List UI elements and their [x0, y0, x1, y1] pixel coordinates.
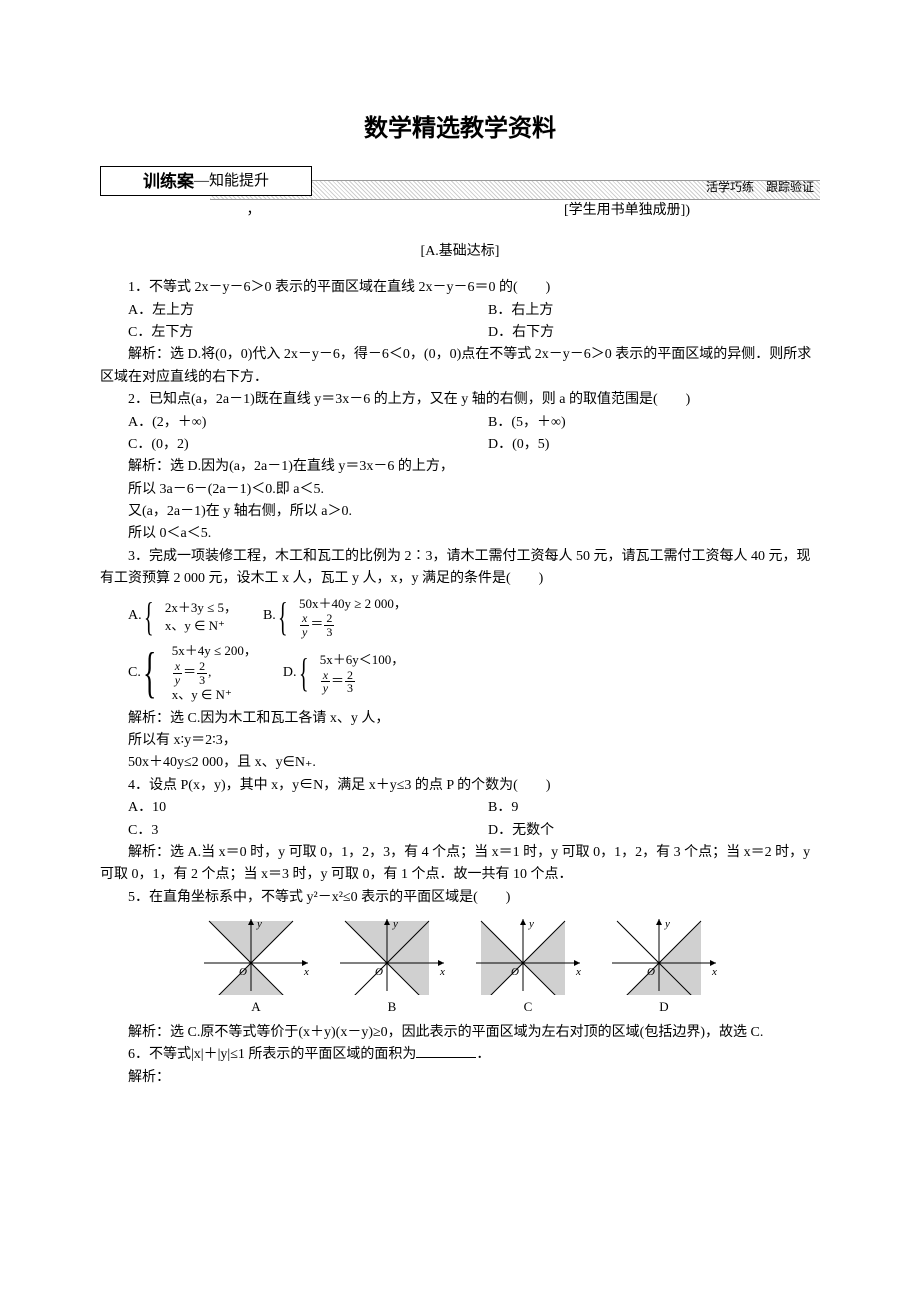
q1-options-row2: C．左下方 D．右下方	[100, 322, 820, 344]
banner-right: 活学巧练 跟踪验证	[706, 178, 814, 197]
q3-opts-row2: C. { 5x＋4y ≤ 200，xy＝23,x、y ∈ N⁺ D. { 5x＋…	[100, 642, 820, 703]
svg-text:x: x	[439, 966, 445, 978]
q5-diagram-a: y x O	[196, 915, 316, 995]
svg-text:O: O	[239, 966, 247, 978]
q5-label-d: D	[604, 997, 724, 1018]
q2-opt-a: A．(2，＋∞)	[100, 412, 460, 434]
svg-text:x: x	[303, 966, 309, 978]
main-title: 数学精选教学资料	[100, 110, 820, 148]
svg-text:O: O	[375, 966, 383, 978]
subnote: ， [学生用书单独成册])	[100, 200, 820, 222]
q3-opt-b-label: B.	[263, 605, 276, 627]
q4-options-row1: A．10 B．9	[100, 797, 820, 819]
q3-opt-c-label: C.	[128, 662, 141, 684]
q4-explanation: 解析：选 A.当 x＝0 时，y 可取 0，1，2，3，有 4 个点；当 x＝1…	[100, 842, 820, 887]
svg-text:y: y	[528, 918, 534, 930]
q1-stem: 1．不等式 2x－y－6＞0 表示的平面区域在直线 2x－y－6＝0 的( )	[100, 277, 820, 299]
q6-stem-text1: 6．不等式|x|＋|y|≤1 所表示的平面区域的面积为	[128, 1047, 416, 1062]
q5-label-c: C	[468, 997, 588, 1018]
q1-opt-d: D．右下方	[460, 322, 820, 344]
q5-diagrams: y x O y x O y x O y x O	[100, 915, 820, 995]
brace-icon: {	[144, 597, 154, 637]
q1-opt-a: A．左上方	[100, 300, 460, 322]
q3-stem: 3．完成一项装修工程，木工和瓦工的比例为 2∶3，请木工需付工资每人 50 元，…	[100, 546, 820, 591]
section-label: [A.基础达标]	[100, 241, 820, 263]
brace-icon: {	[278, 595, 288, 639]
banner: 训练案 —知能提升 活学巧练 跟踪验证	[100, 166, 820, 198]
q3-opt-b-brace: { 50x＋40y ≥ 2 000，xy＝23	[278, 595, 407, 639]
q2-exp4: 所以 0＜a＜5.	[100, 523, 820, 545]
brace-icon: {	[299, 651, 309, 695]
q5-stem: 5．在直角坐标系中，不等式 y²－x²≤0 表示的平面区域是( )	[100, 887, 820, 909]
q1-opt-c: C．左下方	[100, 322, 460, 344]
subnote-right: [学生用书单独成册])	[564, 203, 690, 218]
q5-explanation: 解析：选 C.原不等式等价于(x＋y)(x－y)≥0，因此表示的平面区域为左右对…	[100, 1022, 820, 1044]
brace-icon: {	[143, 642, 156, 703]
q2-opt-d: D．(0，5)	[460, 434, 820, 456]
q6-stem-text2: ．	[476, 1047, 490, 1062]
svg-text:x: x	[575, 966, 581, 978]
q2-opt-c: C．(0，2)	[100, 434, 460, 456]
banner-left-bold: 训练案	[143, 168, 194, 195]
banner-left-kai: —知能提升	[194, 169, 269, 193]
q3-opt-a-content: 2x＋3y ≤ 5，x、y ∈ N⁺	[165, 597, 237, 637]
svg-text:y: y	[664, 918, 670, 930]
q4-opt-b: B．9	[460, 797, 820, 819]
q3-opt-d-label: D.	[283, 662, 297, 684]
q2-opt-b: B．(5，＋∞)	[460, 412, 820, 434]
q3-opt-c-content: 5x＋4y ≤ 200，xy＝23,x、y ∈ N⁺	[172, 642, 257, 703]
blank-line	[416, 1045, 476, 1059]
svg-text:y: y	[392, 918, 398, 930]
q3-exp2: 所以有 x∶y＝2∶3，	[100, 730, 820, 752]
q2-options-row2: C．(0，2) D．(0，5)	[100, 434, 820, 456]
q3-opt-c-brace: { 5x＋4y ≤ 200，xy＝23,x、y ∈ N⁺	[143, 642, 257, 703]
banner-box: 训练案 —知能提升	[100, 166, 312, 196]
q3-opt-d-content: 5x＋6y＜100，xy＝23	[320, 651, 405, 695]
q3-opt-b-content: 50x＋40y ≥ 2 000，xy＝23	[299, 595, 407, 639]
q5-diagram-b: y x O	[332, 915, 452, 995]
q3-opt-d-brace: { 5x＋6y＜100，xy＝23	[299, 651, 405, 695]
q2-exp1: 解析：选 D.因为(a，2a－1)在直线 y＝3x－6 的上方，	[100, 456, 820, 478]
q4-stem: 4．设点 P(x，y)，其中 x，y∈N，满足 x＋y≤3 的点 P 的个数为(…	[100, 775, 820, 797]
subnote-left: ，	[247, 203, 261, 218]
page: 数学精选教学资料 训练案 —知能提升 活学巧练 跟踪验证 ， [学生用书单独成册…	[0, 0, 920, 1129]
svg-text:O: O	[647, 966, 655, 978]
q3-exp1: 解析：选 C.因为木工和瓦工各请 x、y 人，	[100, 708, 820, 730]
q5-diagram-d: y x O	[604, 915, 724, 995]
q3-opt-a-brace: { 2x＋3y ≤ 5，x、y ∈ N⁺	[144, 597, 237, 637]
svg-text:y: y	[256, 918, 262, 930]
q3-opts-row1: A. { 2x＋3y ≤ 5，x、y ∈ N⁺ B. { 50x＋40y ≥ 2…	[100, 595, 820, 639]
q6-stem: 6．不等式|x|＋|y|≤1 所表示的平面区域的面积为 ．	[100, 1044, 820, 1066]
q2-exp3: 又(a，2a－1)在 y 轴右侧，所以 a＞0.	[100, 501, 820, 523]
q6-explanation: 解析：	[100, 1067, 820, 1089]
q5-diagram-c: y x O	[468, 915, 588, 995]
q4-options-row2: C．3 D．无数个	[100, 820, 820, 842]
q4-opt-d: D．无数个	[460, 820, 820, 842]
q5-label-b: B	[332, 997, 452, 1018]
q1-options-row1: A．左上方 B．右上方	[100, 300, 820, 322]
q3-opt-a-label: A.	[128, 605, 142, 627]
svg-text:x: x	[711, 966, 717, 978]
q1-explanation: 解析：选 D.将(0，0)代入 2x－y－6，得－6＜0，(0，0)点在不等式 …	[100, 344, 820, 389]
svg-text:O: O	[511, 966, 519, 978]
q5-diagram-labels: A B C D	[100, 997, 820, 1018]
q2-stem: 2．已知点(a，2a－1)既在直线 y＝3x－6 的上方，又在 y 轴的右侧，则…	[100, 389, 820, 411]
q5-label-a: A	[196, 997, 316, 1018]
q1-opt-b: B．右上方	[460, 300, 820, 322]
q4-opt-a: A．10	[100, 797, 460, 819]
q2-options-row1: A．(2，＋∞) B．(5，＋∞)	[100, 412, 820, 434]
q2-exp2: 所以 3a－6－(2a－1)＜0.即 a＜5.	[100, 479, 820, 501]
q4-opt-c: C．3	[100, 820, 460, 842]
q3-exp3: 50x＋40y≤2 000，且 x、y∈N₊.	[100, 752, 820, 774]
